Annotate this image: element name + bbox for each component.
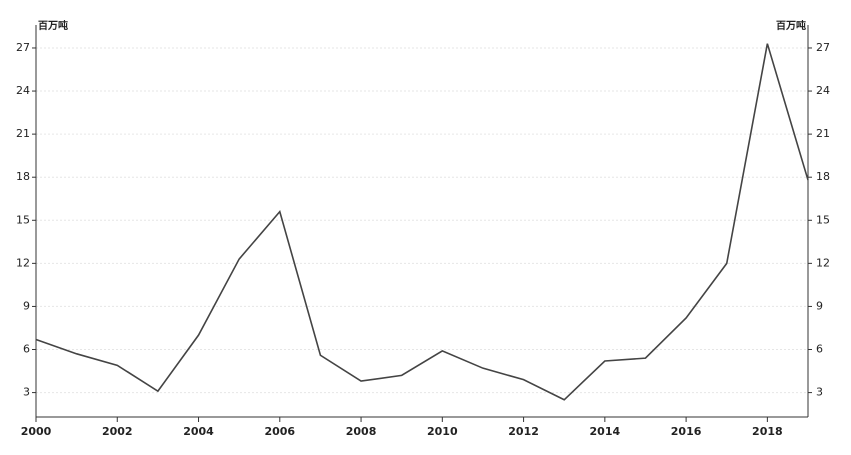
y-tick-label: 3: [23, 386, 30, 399]
y-tick-label: 6: [23, 343, 30, 356]
x-tick-label: 2000: [21, 425, 52, 438]
x-tick-label: 2008: [346, 425, 377, 438]
x-tick-label: 2016: [671, 425, 702, 438]
x-tick-label: 2002: [102, 425, 133, 438]
y2-axis-label: 百万吨: [776, 19, 806, 32]
y2-tick-label: 6: [816, 343, 823, 356]
y-tick-label: 9: [23, 299, 30, 312]
y2-tick-label: 24: [816, 84, 830, 97]
x-tick-label: 2014: [590, 425, 621, 438]
y-tick-label: 15: [16, 213, 30, 226]
y2-tick-label: 18: [816, 170, 830, 183]
x-tick-label: 2018: [752, 425, 783, 438]
y-tick-label: 12: [16, 256, 30, 269]
x-tick-label: 2004: [183, 425, 214, 438]
y-axis-label: 百万吨: [38, 19, 68, 32]
y2-tick-label: 12: [816, 256, 830, 269]
y-tick-label: 27: [16, 41, 30, 54]
y2-tick-label: 3: [816, 386, 823, 399]
y-tick-label: 18: [16, 170, 30, 183]
y2-tick-label: 15: [816, 213, 830, 226]
y-tick-label: 24: [16, 84, 30, 97]
y-tick-label: 21: [16, 127, 30, 140]
y2-tick-label: 27: [816, 41, 830, 54]
y2-tick-label: 9: [816, 299, 823, 312]
x-tick-label: 2006: [264, 425, 295, 438]
x-tick-label: 2010: [427, 425, 458, 438]
data-line: [36, 44, 808, 400]
x-tick-label: 2012: [508, 425, 539, 438]
y2-tick-label: 21: [816, 127, 830, 140]
